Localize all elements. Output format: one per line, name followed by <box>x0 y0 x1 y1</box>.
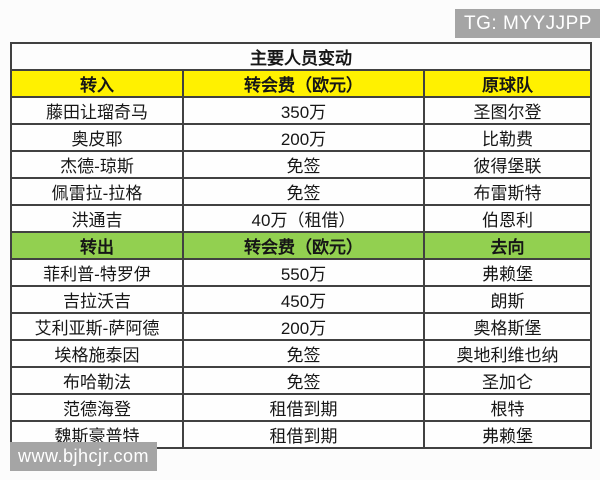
website-watermark: www.bjhcjr.com <box>10 442 157 471</box>
cell-fee: 租借到期 <box>182 393 425 422</box>
header-row-transfers-in: 转入 转会费（欧元） 原球队 <box>10 69 593 98</box>
cell-fee: 免签 <box>182 339 425 368</box>
table-row: 魏斯豪普特 租借到期 弗赖堡 <box>10 420 593 449</box>
table-row: 杰德-琼斯 免签 彼得堡联 <box>10 150 593 179</box>
cell-player: 范德海登 <box>10 393 184 422</box>
table-row: 埃格施泰因 免签 奥地利维也纳 <box>10 339 593 368</box>
cell-fee: 免签 <box>182 150 425 179</box>
header-row-transfers-out: 转出 转会费（欧元） 去向 <box>10 231 593 260</box>
cell-club: 比勒费 <box>422 123 593 152</box>
cell-player: 菲利普-特罗伊 <box>10 258 184 287</box>
table-row: 佩雷拉-拉格 免签 布雷斯特 <box>10 177 593 206</box>
cell-club: 布雷斯特 <box>422 177 593 206</box>
cell-fee: 350万 <box>182 96 425 125</box>
cell-club: 圣加仑 <box>422 366 593 395</box>
table-title: 主要人员变动 <box>9 42 593 71</box>
header-destination-club: 去向 <box>422 231 593 260</box>
header-origin-club: 原球队 <box>422 69 593 98</box>
table-row: 艾利亚斯-萨阿德 200万 奥格斯堡 <box>10 312 593 341</box>
cell-club: 彼得堡联 <box>422 150 593 179</box>
table-row: 奥皮耶 200万 比勒费 <box>10 123 593 152</box>
table-row: 布哈勒法 免签 圣加仑 <box>10 366 593 395</box>
cell-player: 奥皮耶 <box>10 123 184 152</box>
table-row: 菲利普-特罗伊 550万 弗赖堡 <box>10 258 593 287</box>
cell-club: 伯恩利 <box>422 204 593 233</box>
cell-player: 布哈勒法 <box>10 366 184 395</box>
cell-club: 奥地利维也纳 <box>422 339 593 368</box>
cell-player: 埃格施泰因 <box>10 339 184 368</box>
header-player-in: 转入 <box>10 69 184 98</box>
cell-fee: 免签 <box>182 366 425 395</box>
transfer-table: 主要人员变动 转入 转会费（欧元） 原球队 藤田让瑠奇马 350万 圣图尔登 奥… <box>9 42 593 449</box>
cell-club: 奥格斯堡 <box>422 312 593 341</box>
table-row: 范德海登 租借到期 根特 <box>10 393 593 422</box>
cell-fee: 200万 <box>182 123 425 152</box>
header-fee-out: 转会费（欧元） <box>182 231 425 260</box>
website-watermark-text: www.bjhcjr.com <box>18 446 150 466</box>
telegram-badge-text: TG: MYYJJPP <box>464 12 592 34</box>
table-row: 吉拉沃吉 450万 朗斯 <box>10 285 593 314</box>
cell-club: 弗赖堡 <box>422 420 593 449</box>
cell-club: 弗赖堡 <box>422 258 593 287</box>
telegram-badge: TG: MYYJJPP <box>455 9 600 38</box>
cell-fee: 450万 <box>182 285 425 314</box>
cell-fee: 免签 <box>182 177 425 206</box>
table-row: 藤田让瑠奇马 350万 圣图尔登 <box>10 96 593 125</box>
cell-club: 圣图尔登 <box>422 96 593 125</box>
cell-player: 佩雷拉-拉格 <box>10 177 184 206</box>
cell-fee: 200万 <box>182 312 425 341</box>
transfer-table-grid: 主要人员变动 转入 转会费（欧元） 原球队 藤田让瑠奇马 350万 圣图尔登 奥… <box>9 42 593 449</box>
header-player-out: 转出 <box>10 231 184 260</box>
table-title-row: 主要人员变动 <box>9 42 593 71</box>
cell-player: 藤田让瑠奇马 <box>10 96 184 125</box>
cell-fee: 550万 <box>182 258 425 287</box>
cell-player: 吉拉沃吉 <box>10 285 184 314</box>
table-row: 洪通吉 40万（租借） 伯恩利 <box>10 204 593 233</box>
cell-fee: 40万（租借） <box>182 204 425 233</box>
cell-club: 朗斯 <box>422 285 593 314</box>
cell-player: 杰德-琼斯 <box>10 150 184 179</box>
cell-player: 艾利亚斯-萨阿德 <box>10 312 184 341</box>
cell-fee: 租借到期 <box>182 420 425 449</box>
header-fee-in: 转会费（欧元） <box>182 69 425 98</box>
cell-club: 根特 <box>422 393 593 422</box>
cell-player: 洪通吉 <box>10 204 184 233</box>
